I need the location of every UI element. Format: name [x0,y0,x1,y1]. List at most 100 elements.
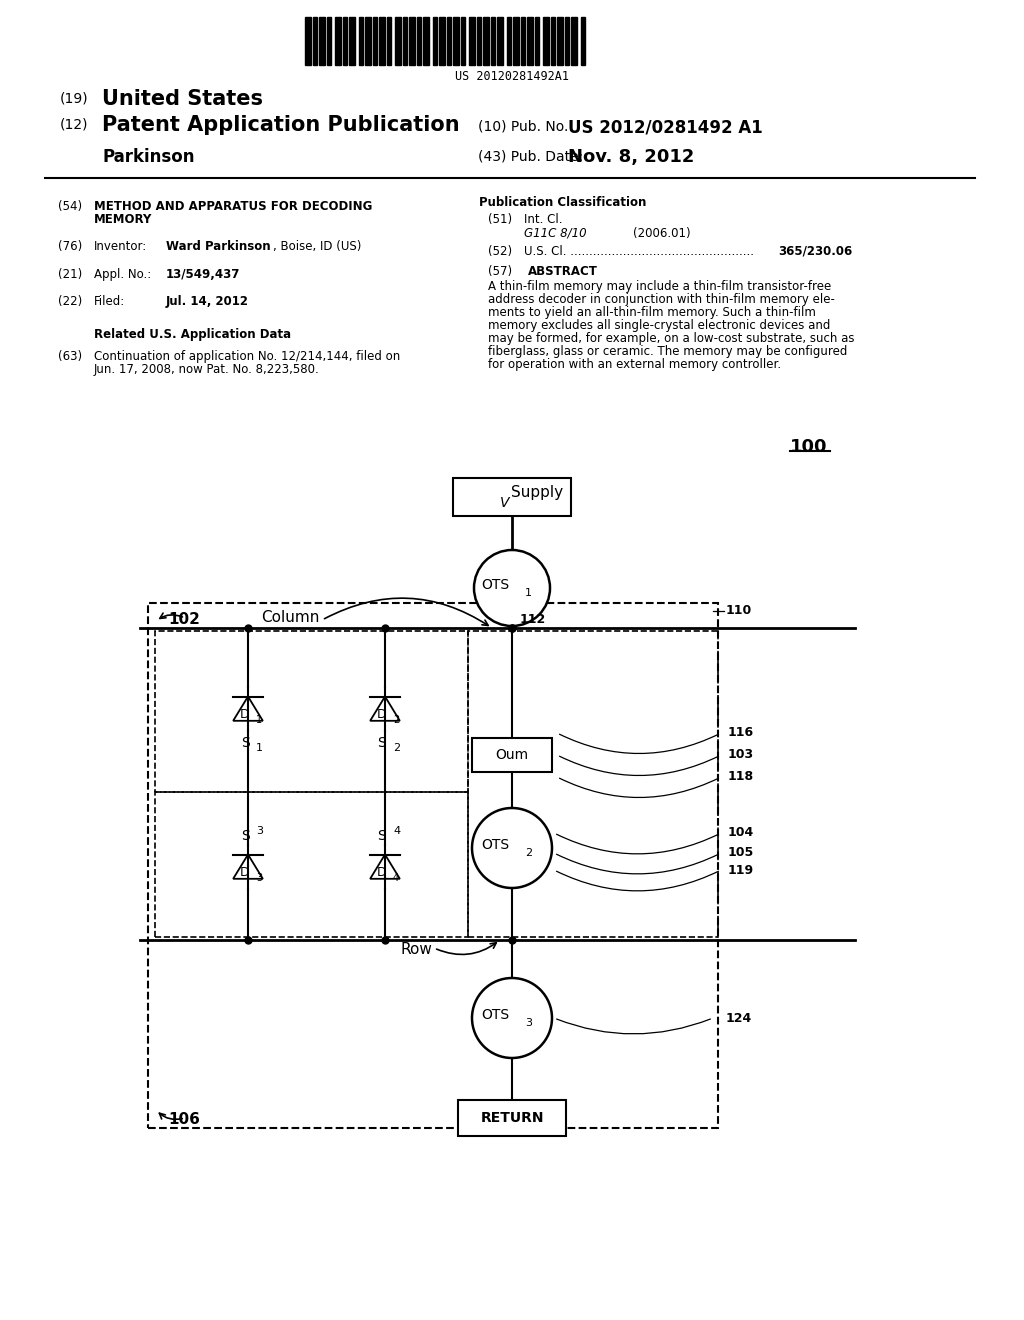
Text: Continuation of application No. 12/214,144, filed on: Continuation of application No. 12/214,1… [94,350,400,363]
Bar [469,17,475,65]
Text: fiberglass, glass or ceramic. The memory may be configured: fiberglass, glass or ceramic. The memory… [488,345,848,358]
Text: 119: 119 [728,863,754,876]
Text: MEMORY: MEMORY [94,213,153,226]
Text: 104: 104 [728,826,755,840]
Text: S: S [378,829,386,843]
Text: Column: Column [261,610,319,626]
Bar [439,17,445,65]
Bar [521,17,525,65]
Text: (54): (54) [58,201,82,213]
Text: OTS: OTS [481,578,509,591]
Bar [349,17,355,65]
Text: V: V [500,496,509,510]
Text: 2: 2 [525,847,532,858]
Text: Supply: Supply [511,484,563,499]
Bar [461,17,465,65]
Text: D: D [241,866,250,879]
Text: 1: 1 [256,743,263,752]
Text: 4: 4 [393,826,400,837]
Text: Patent Application Publication: Patent Application Publication [102,115,460,135]
Text: for operation with an external memory controller.: for operation with an external memory co… [488,358,781,371]
Bar [373,17,377,65]
Text: G11C 8/10: G11C 8/10 [524,227,587,240]
Bar [387,17,391,65]
Text: (10) Pub. No.:: (10) Pub. No.: [478,120,573,135]
Circle shape [472,978,552,1059]
Text: ABSTRACT: ABSTRACT [528,265,598,279]
Bar [423,17,429,65]
Text: (52): (52) [488,246,512,257]
Bar [513,17,519,65]
Text: (43) Pub. Date:: (43) Pub. Date: [478,150,584,164]
Bar [335,17,341,65]
Bar [148,603,718,1129]
Bar [477,17,481,65]
Text: OTS: OTS [481,1008,509,1022]
Text: 2: 2 [393,715,399,725]
Bar [507,17,511,65]
Text: memory excludes all single-crystal electronic devices and: memory excludes all single-crystal elect… [488,319,830,333]
Bar [433,17,437,65]
Text: (22): (22) [58,294,82,308]
Text: Row: Row [400,942,432,957]
Text: , Boise, ID (US): , Boise, ID (US) [273,240,361,253]
Text: Appl. No.:: Appl. No.: [94,268,152,281]
Text: A thin-film memory may include a thin-film transistor-free: A thin-film memory may include a thin-fi… [488,280,831,293]
Bar [403,17,407,65]
Bar [379,17,385,65]
Text: Nov. 8, 2012: Nov. 8, 2012 [568,148,694,166]
Text: 103: 103 [728,748,754,762]
Bar [409,17,415,65]
Bar [343,17,347,65]
Text: (21): (21) [58,268,82,281]
Bar [319,17,325,65]
Text: RETURN: RETURN [480,1111,544,1125]
Text: (76): (76) [58,240,82,253]
Text: 3: 3 [256,873,262,883]
Text: Jun. 17, 2008, now Pat. No. 8,223,580.: Jun. 17, 2008, now Pat. No. 8,223,580. [94,363,319,376]
Text: 13/549,437: 13/549,437 [166,268,241,281]
Text: D: D [377,709,387,722]
Bar [468,631,718,937]
Text: may be formed, for example, on a low-cost substrate, such as: may be formed, for example, on a low-cos… [488,333,854,345]
Text: ments to yield an all-thin-film memory. Such a thin-film: ments to yield an all-thin-film memory. … [488,306,816,319]
Text: U.S. Cl. .................................................: U.S. Cl. ...............................… [524,246,754,257]
Text: OTS: OTS [481,838,509,851]
Text: US 2012/0281492 A1: US 2012/0281492 A1 [568,117,763,136]
Text: (51): (51) [488,213,512,226]
Bar [551,17,555,65]
Text: S: S [241,735,250,750]
Bar [581,17,585,65]
Bar [535,17,539,65]
Bar [155,792,468,937]
Text: 1: 1 [256,715,262,725]
Bar [527,17,534,65]
Text: METHOD AND APPARATUS FOR DECODING: METHOD AND APPARATUS FOR DECODING [94,201,373,213]
Text: 112: 112 [520,612,546,626]
Text: Filed:: Filed: [94,294,125,308]
Bar [395,17,401,65]
Bar [327,17,331,65]
Bar [365,17,371,65]
Bar [472,738,552,772]
Text: (57): (57) [488,265,512,279]
Text: S: S [241,829,250,843]
Text: 3: 3 [525,1018,532,1028]
Text: 102: 102 [168,612,200,627]
Text: Int. Cl.: Int. Cl. [524,213,562,226]
Text: (12): (12) [60,117,88,132]
Text: 3: 3 [256,826,263,837]
Text: Ward Parkinson: Ward Parkinson [166,240,270,253]
Text: 105: 105 [728,846,755,859]
Text: 106: 106 [168,1111,200,1127]
Text: D: D [377,866,387,879]
Bar [571,17,577,65]
Bar [155,631,468,792]
Text: 124: 124 [726,1011,753,1024]
Bar [565,17,569,65]
Text: Oum: Oum [496,748,528,762]
Text: US 20120281492A1: US 20120281492A1 [455,70,569,83]
Text: 2: 2 [393,743,400,752]
Text: 4: 4 [393,873,399,883]
Text: (19): (19) [60,92,89,106]
